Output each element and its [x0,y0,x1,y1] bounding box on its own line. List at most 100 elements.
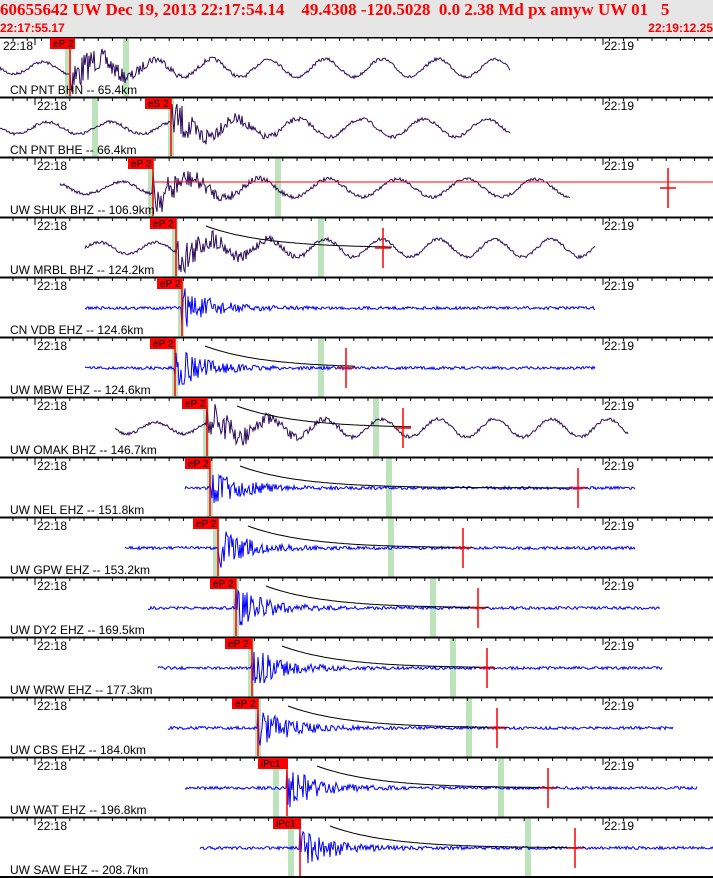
phase-pick-label: iPc1 [276,819,296,830]
waveform-trace [199,830,713,864]
time-window-marker [388,518,394,577]
time-label: 22:19 [604,39,634,53]
time-label: 22:19 [604,339,634,353]
time-label: 22:18 [37,339,67,353]
channel-label: UW MRBL BHZ -- 124.2km [10,263,154,277]
channel-label: UW NEL EHZ -- 151.8km [10,503,144,517]
waveform-trace [0,103,511,145]
phase-pick-label: eP 2 [196,519,217,530]
end-time: 22:19:12.25 [648,21,713,35]
event-header: 60655642 UW Dec 19, 2013 22:17:54.14 49.… [0,0,713,37]
channel-panel[interactable]: 22:18 22:19 eP 2 UW GPW EHZ -- 153.2km [0,516,713,577]
phase-pick-label: eP 2 [160,279,181,290]
time-label: 22:19 [604,699,634,713]
channel-panel[interactable]: 22:18 22:19 eP 2 UW DY2 EHZ -- 169.5km [0,576,713,637]
time-window-marker [373,398,379,457]
phase-pick-label: eP 2 [131,159,152,170]
phase-pick-label: eS 2 [148,99,169,110]
time-label: 22:19 [604,639,634,653]
channel-panel[interactable]: 22:18 22:19 eP 2 UW OMAK BHZ -- 146.7km [0,396,713,457]
channel-label: UW SHUK BHZ -- 106.9km [10,203,155,217]
channel-panel[interactable]: 22:18 22:19 eP 2 UW SHUK BHZ -- 106.9km [0,156,713,217]
time-label: 22:18 [37,459,67,473]
channel-panel[interactable]: 22:18 22:19 eP 2 CN VDB EHZ -- 124.6km [0,276,713,337]
coda-decay-curve [204,345,356,367]
phase-pick-flag[interactable] [145,98,171,109]
phase-pick-flag[interactable] [232,698,258,709]
time-label: 22:18 [37,639,67,653]
channel-label: UW WAT EHZ -- 196.8km [10,803,146,817]
time-window-marker [203,398,209,457]
time-window-marker [275,158,281,217]
phase-pick-label: eP 2 [53,39,74,50]
phase-pick-label: eP 2 [228,639,249,650]
phase-pick-flag[interactable] [50,38,75,49]
phase-pick-flag[interactable] [185,458,210,469]
phase-pick-label: eP 2 [185,399,206,410]
phase-pick-flag[interactable] [150,338,175,349]
time-label: 22:19 [604,279,634,293]
channel-panel[interactable]: 22:18 22:19 eP 2 UW CBS EHZ -- 184.0km [0,696,713,757]
time-label: 22:19 [604,219,634,233]
channel-label: UW SAW EHZ -- 208.7km [10,863,148,877]
coda-decay-curve [265,585,489,608]
channel-panel[interactable]: 22:18 22:19 eP 2 UW NEL EHZ -- 151.8km [0,456,713,517]
time-label: 22:18 [37,159,67,173]
coda-decay-curve [239,465,588,489]
channel-panel[interactable]: 22:18 22:19 eP 2 CN PNT BHN -- 65.4km [0,37,713,97]
phase-pick-flag[interactable] [157,278,182,289]
waveform-trace [124,531,636,568]
coda-decay-curve [316,765,557,789]
phase-pick-flag[interactable] [225,638,252,649]
waveform-trace [59,171,571,213]
phase-pick-flag[interactable] [128,158,153,169]
channel-label: UW MBW EHZ -- 124.6km [10,383,151,397]
waveform-trace [84,229,596,274]
event-title: 60655642 UW Dec 19, 2013 22:17:54.14 49.… [0,0,670,19]
time-label: 22:18 [37,699,67,713]
channel-panel[interactable]: 22:18 22:19 iPc1 UW WAT EHZ -- 196.8km [0,756,713,817]
time-label: 22:18 [37,579,67,593]
phase-pick-flag[interactable] [258,758,288,769]
waveform-trace [0,48,511,93]
waveform-trace [184,768,698,808]
coda-decay-curve [281,645,496,668]
time-label: 22:18 [37,99,67,113]
time-window-marker [172,218,178,277]
time-label: 22:19 [604,459,634,473]
time-label: 22:18 [3,39,33,53]
time-label: 22:18 [37,279,67,293]
phase-pick-label: eP 2 [188,459,209,470]
phase-pick-flag[interactable] [210,578,236,589]
coda-decay-curve [287,705,507,728]
time-label: 22:19 [604,519,634,533]
channel-panel[interactable]: 22:18 22:19 eP 2 UW MBW EHZ -- 124.6km [0,336,713,397]
channel-panel[interactable]: 22:18 22:19 eP 2 UW WRW EHZ -- 177.3km [0,636,713,697]
channel-label: CN VDB EHZ -- 124.6km [10,323,143,337]
channel-panel[interactable]: 22:18 22:19 iPc1 UW SAW EHZ -- 208.7km [0,816,713,877]
phase-pick-label: iPc1 [261,759,281,770]
time-label: 22:19 [604,579,634,593]
time-label: 22:18 [37,219,67,233]
channel-panel[interactable]: 22:18 22:19 eP 2 UW MRBL BHZ -- 124.2km [0,216,713,277]
waveform-trace [84,351,596,386]
coda-decay-curve [247,525,473,548]
time-label: 22:19 [604,159,634,173]
coda-decay-curve [205,225,392,248]
phase-pick-flag[interactable] [193,518,218,529]
phase-pick-label: eP 2 [153,339,174,350]
waveform-trace [147,585,661,626]
channel-label: UW DY2 EHZ -- 169.5km [10,623,145,637]
time-label: 22:18 [37,519,67,533]
phase-pick-flag[interactable] [273,818,301,829]
phase-pick-flag[interactable] [182,398,207,409]
coda-decay-curve [329,825,585,849]
time-label: 22:19 [604,759,634,773]
phase-pick-flag[interactable] [150,218,176,229]
channel-panel[interactable]: 22:18 22:19 eS 2 CN PNT BHE -- 66.4km [0,96,713,157]
coda-decay-curve [236,405,412,428]
waveform-trace [184,473,636,503]
time-window-marker [178,278,184,337]
time-label: 22:18 [37,819,67,833]
